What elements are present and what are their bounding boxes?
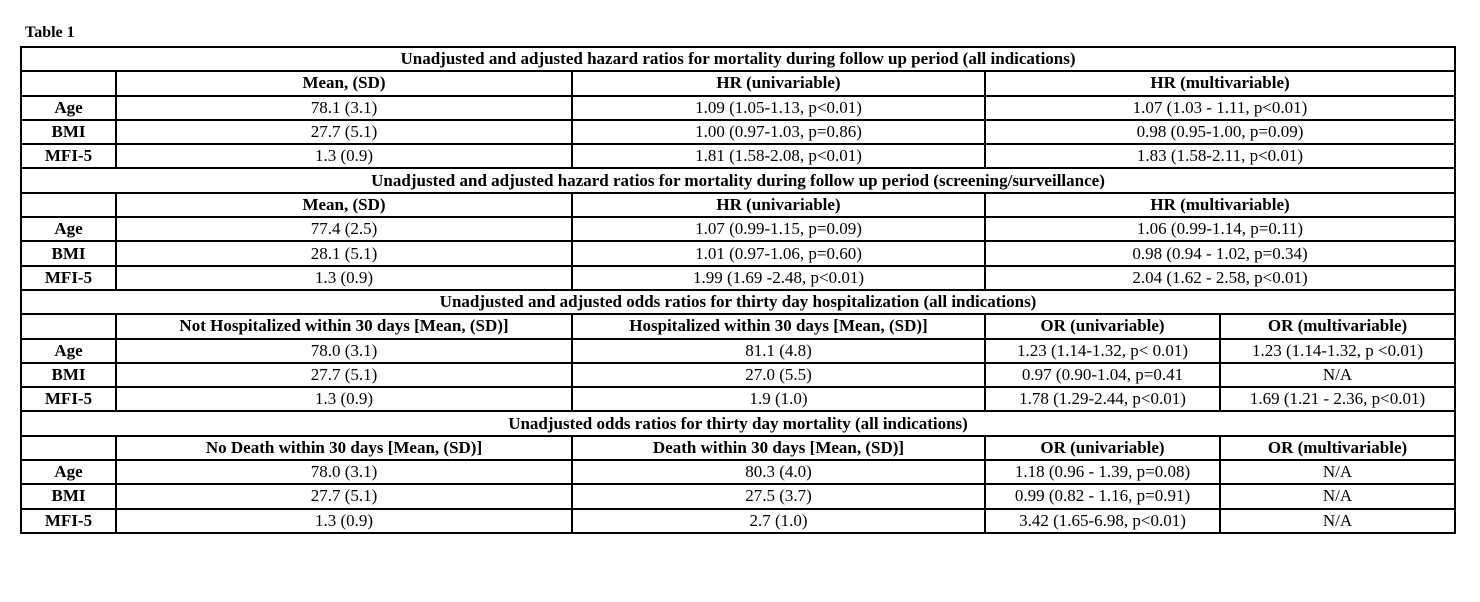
column-header: Mean, (SD) <box>115 70 573 97</box>
column-header: HR (multivariable) <box>983 191 1457 219</box>
table-cell: 78.0 (3.1) <box>115 459 573 486</box>
table-cell: N/A <box>1218 361 1457 389</box>
section-title-row: Unadjusted odds ratios for thirty day mo… <box>19 410 1457 437</box>
table-cell: N/A <box>1218 483 1457 510</box>
table-cell: 1.99 (1.69 -2.48, p<0.01) <box>571 264 986 291</box>
table-cell: N/A <box>1218 459 1457 486</box>
table-row: Age 78.1 (3.1) 1.09 (1.05-1.13, p<0.01) … <box>20 94 1457 121</box>
table-row: BMI 27.7 (5.1) 1.00 (0.97-1.03, p=0.86) … <box>20 118 1457 146</box>
table-cell: 1.3 (0.9) <box>115 143 573 170</box>
empty-header-cell <box>20 191 117 219</box>
section-title: Unadjusted odds ratios for thirty day mo… <box>19 410 1457 437</box>
table-cell: 1.06 (0.99-1.14, p=0.11) <box>983 216 1457 243</box>
table-cell: 27.5 (3.7) <box>571 483 986 510</box>
column-header: Hospitalized within 30 days [Mean, (SD)] <box>571 313 986 340</box>
column-header: OR (univariable) <box>984 313 1221 340</box>
table-cell: 1.3 (0.9) <box>115 507 573 534</box>
empty-header-cell <box>20 434 117 462</box>
table-cell: 0.99 (0.82 - 1.16, p=0.91) <box>984 483 1221 510</box>
table-row: MFI-5 1.3 (0.9) 1.99 (1.69 -2.48, p<0.01… <box>20 264 1457 291</box>
table-cell: 1.3 (0.9) <box>115 386 573 413</box>
row-label: Age <box>20 459 117 486</box>
section-title: Unadjusted and adjusted odds ratios for … <box>19 288 1457 316</box>
table-cell: 2.7 (1.0) <box>571 507 986 534</box>
table-cell: 0.98 (0.94 - 1.02, p=0.34) <box>983 240 1457 267</box>
table-cell: 1.23 (1.14-1.32, p <0.01) <box>1218 337 1457 364</box>
table-cell: 78.0 (3.1) <box>115 337 573 364</box>
section-title: Unadjusted and adjusted hazard ratios fo… <box>19 167 1457 194</box>
table-cell: 77.4 (2.5) <box>115 216 573 243</box>
row-label: MFI-5 <box>20 143 117 170</box>
table-cell: 1.00 (0.97-1.03, p=0.86) <box>571 118 986 146</box>
table-row: BMI 28.1 (5.1) 1.01 (0.97-1.06, p=0.60) … <box>20 240 1457 267</box>
table-cell: 80.3 (4.0) <box>571 459 986 486</box>
table-cell: 1.83 (1.58-2.11, p<0.01) <box>983 143 1457 170</box>
table-cell: 1.23 (1.14-1.32, p< 0.01) <box>984 337 1221 364</box>
row-label: BMI <box>20 240 117 267</box>
header-row: Mean, (SD) HR (univariable) HR (multivar… <box>20 191 1457 219</box>
empty-header-cell <box>20 70 117 97</box>
column-header: No Death within 30 days [Mean, (SD)] <box>115 434 573 462</box>
column-header: Mean, (SD) <box>115 191 573 219</box>
table-cell: 27.7 (5.1) <box>115 483 573 510</box>
table-cell: 1.81 (1.58-2.08, p<0.01) <box>571 143 986 170</box>
table-row: MFI-5 1.3 (0.9) 1.81 (1.58-2.08, p<0.01)… <box>20 143 1457 170</box>
column-header: HR (univariable) <box>571 70 986 97</box>
table-cell: 81.1 (4.8) <box>571 337 986 364</box>
table-cell: 1.07 (0.99-1.15, p=0.09) <box>571 216 986 243</box>
table-row: Age 78.0 (3.1) 81.1 (4.8) 1.23 (1.14-1.3… <box>20 337 1457 364</box>
row-label: BMI <box>20 483 117 510</box>
table-cell: 3.42 (1.65-6.98, p<0.01) <box>984 507 1221 534</box>
table-cell: 1.9 (1.0) <box>571 386 986 413</box>
column-header: OR (multivariable) <box>1218 313 1457 340</box>
table-cell: N/A <box>1218 507 1457 534</box>
table-cell: 1.78 (1.29-2.44, p<0.01) <box>984 386 1221 413</box>
column-header: Death within 30 days [Mean, (SD)] <box>571 434 986 462</box>
table-cell: 27.0 (5.5) <box>571 361 986 389</box>
header-row: Mean, (SD) HR (univariable) HR (multivar… <box>20 70 1457 97</box>
table-cell: 1.3 (0.9) <box>115 264 573 291</box>
table-cell: 27.7 (5.1) <box>115 361 573 389</box>
table-row: BMI 27.7 (5.1) 27.5 (3.7) 0.99 (0.82 - 1… <box>20 483 1457 510</box>
column-header: HR (univariable) <box>571 191 986 219</box>
table-cell: 2.04 (1.62 - 2.58, p<0.01) <box>983 264 1457 291</box>
column-header: OR (multivariable) <box>1218 434 1457 462</box>
table-row: MFI-5 1.3 (0.9) 2.7 (1.0) 3.42 (1.65-6.9… <box>20 507 1457 534</box>
column-header: HR (multivariable) <box>983 70 1457 97</box>
table-cell: 27.7 (5.1) <box>115 118 573 146</box>
table-row: Age 77.4 (2.5) 1.07 (0.99-1.15, p=0.09) … <box>20 216 1457 243</box>
table-row: Age 78.0 (3.1) 80.3 (4.0) 1.18 (0.96 - 1… <box>20 459 1457 486</box>
table-cell: 1.09 (1.05-1.13, p<0.01) <box>571 94 986 121</box>
table-cell: 1.01 (0.97-1.06, p=0.60) <box>571 240 986 267</box>
table-cell: 1.18 (0.96 - 1.39, p=0.08) <box>984 459 1221 486</box>
section-title-row: Unadjusted and adjusted hazard ratios fo… <box>19 167 1457 194</box>
column-header: OR (univariable) <box>984 434 1221 462</box>
table-cell: 78.1 (3.1) <box>115 94 573 121</box>
row-label: Age <box>20 337 117 364</box>
row-label: Age <box>20 216 117 243</box>
column-header: Not Hospitalized within 30 days [Mean, (… <box>115 313 573 340</box>
table-caption: Table 1 <box>25 24 75 41</box>
row-label: BMI <box>20 118 117 146</box>
table-cell: 0.97 (0.90-1.04, p=0.41 <box>984 361 1221 389</box>
results-table: Unadjusted and adjusted hazard ratios fo… <box>19 45 1457 534</box>
section-title-row: Unadjusted and adjusted odds ratios for … <box>19 288 1457 316</box>
header-row: No Death within 30 days [Mean, (SD)] Dea… <box>20 434 1457 462</box>
table-cell: 0.98 (0.95-1.00, p=0.09) <box>983 118 1457 146</box>
section-title-row: Unadjusted and adjusted hazard ratios fo… <box>19 45 1457 73</box>
table-cell: 28.1 (5.1) <box>115 240 573 267</box>
table-cell: 1.69 (1.21 - 2.36, p<0.01) <box>1218 386 1457 413</box>
table-cell: 1.07 (1.03 - 1.11, p<0.01) <box>983 94 1457 121</box>
row-label: BMI <box>20 361 117 389</box>
section-title: Unadjusted and adjusted hazard ratios fo… <box>19 45 1457 73</box>
empty-header-cell <box>20 313 117 340</box>
row-label: Age <box>20 94 117 121</box>
row-label: MFI-5 <box>20 264 117 291</box>
header-row: Not Hospitalized within 30 days [Mean, (… <box>20 313 1457 340</box>
row-label: MFI-5 <box>20 507 117 534</box>
table-row: BMI 27.7 (5.1) 27.0 (5.5) 0.97 (0.90-1.0… <box>20 361 1457 389</box>
row-label: MFI-5 <box>20 386 117 413</box>
table-row: MFI-5 1.3 (0.9) 1.9 (1.0) 1.78 (1.29-2.4… <box>20 386 1457 413</box>
